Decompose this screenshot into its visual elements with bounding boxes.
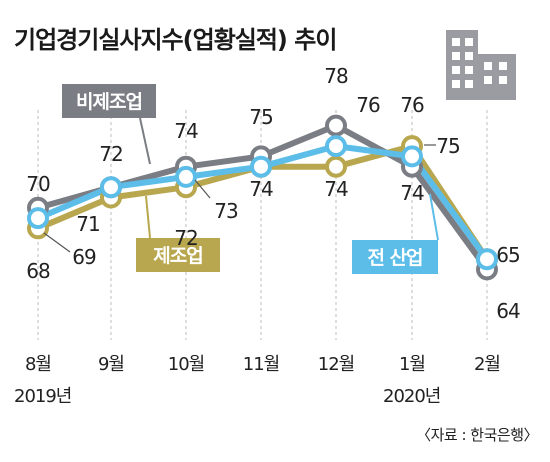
data-label-nonmfg: 78 bbox=[324, 64, 348, 88]
x-tick-label: 1월 bbox=[399, 354, 425, 375]
point-all bbox=[250, 155, 272, 178]
point-all bbox=[401, 145, 423, 168]
point-all bbox=[175, 165, 197, 188]
data-label-nonmfg: 70 bbox=[26, 172, 50, 196]
year-label-2019: 2019년 bbox=[14, 386, 71, 407]
data-label-nonmfg: 74 bbox=[400, 181, 424, 205]
data-label-all: 73 bbox=[214, 199, 238, 223]
point-all bbox=[27, 207, 49, 230]
legend-label-mfg: 제조업 bbox=[153, 245, 202, 267]
point-all bbox=[476, 248, 498, 271]
x-tick-label: 10월 bbox=[168, 354, 204, 375]
point-all bbox=[100, 176, 122, 199]
data-label-mfg: 68 bbox=[26, 259, 50, 283]
legend-label-all: 전 산업 bbox=[367, 247, 422, 269]
point-mfg bbox=[325, 155, 347, 178]
point-all bbox=[325, 135, 347, 158]
callout-line bbox=[194, 179, 211, 199]
data-label-all: 65 bbox=[496, 243, 519, 267]
data-label-nonmfg: 72 bbox=[99, 142, 122, 166]
x-tick-label: 11월 bbox=[243, 354, 279, 375]
callout-line bbox=[43, 232, 71, 253]
source-note: 〈자료 : 한국은행〉 bbox=[416, 426, 538, 444]
year-label-2020: 2020년 bbox=[383, 386, 440, 407]
data-label-all: 76 bbox=[356, 93, 380, 117]
point-nonmfg bbox=[325, 114, 347, 137]
legend-tag-mfg: 제조업 bbox=[136, 195, 220, 272]
data-label-nonmfg: 74 bbox=[174, 119, 198, 143]
data-label-nonmfg: 75 bbox=[249, 105, 272, 129]
legend-tag-nonmfg: 비제조업 bbox=[62, 84, 156, 165]
data-label-all: 75 bbox=[436, 134, 459, 158]
building-icon bbox=[446, 30, 516, 100]
x-tick-label: 8월 bbox=[25, 354, 51, 375]
chart-title: 기업경기실사지수(업황실적) 추이 bbox=[14, 26, 336, 54]
data-label-mfg: 71 bbox=[76, 212, 99, 236]
data-label-mfg: 74 bbox=[249, 177, 273, 201]
x-tick-label: 12월 bbox=[318, 354, 354, 375]
data-label-mfg: 76 bbox=[400, 93, 424, 117]
data-label-mfg: 72 bbox=[174, 226, 197, 250]
data-label-all: 69 bbox=[72, 245, 96, 269]
data-label-mfg: 74 bbox=[324, 177, 348, 201]
legend-tag-all: 전 산업 bbox=[352, 193, 439, 274]
data-label-nonmfg: 64 bbox=[496, 299, 520, 323]
legend-label-nonmfg: 비제조업 bbox=[76, 91, 142, 113]
x-tick-label: 2월 bbox=[474, 354, 500, 375]
x-tick-label: 9월 bbox=[98, 354, 124, 375]
